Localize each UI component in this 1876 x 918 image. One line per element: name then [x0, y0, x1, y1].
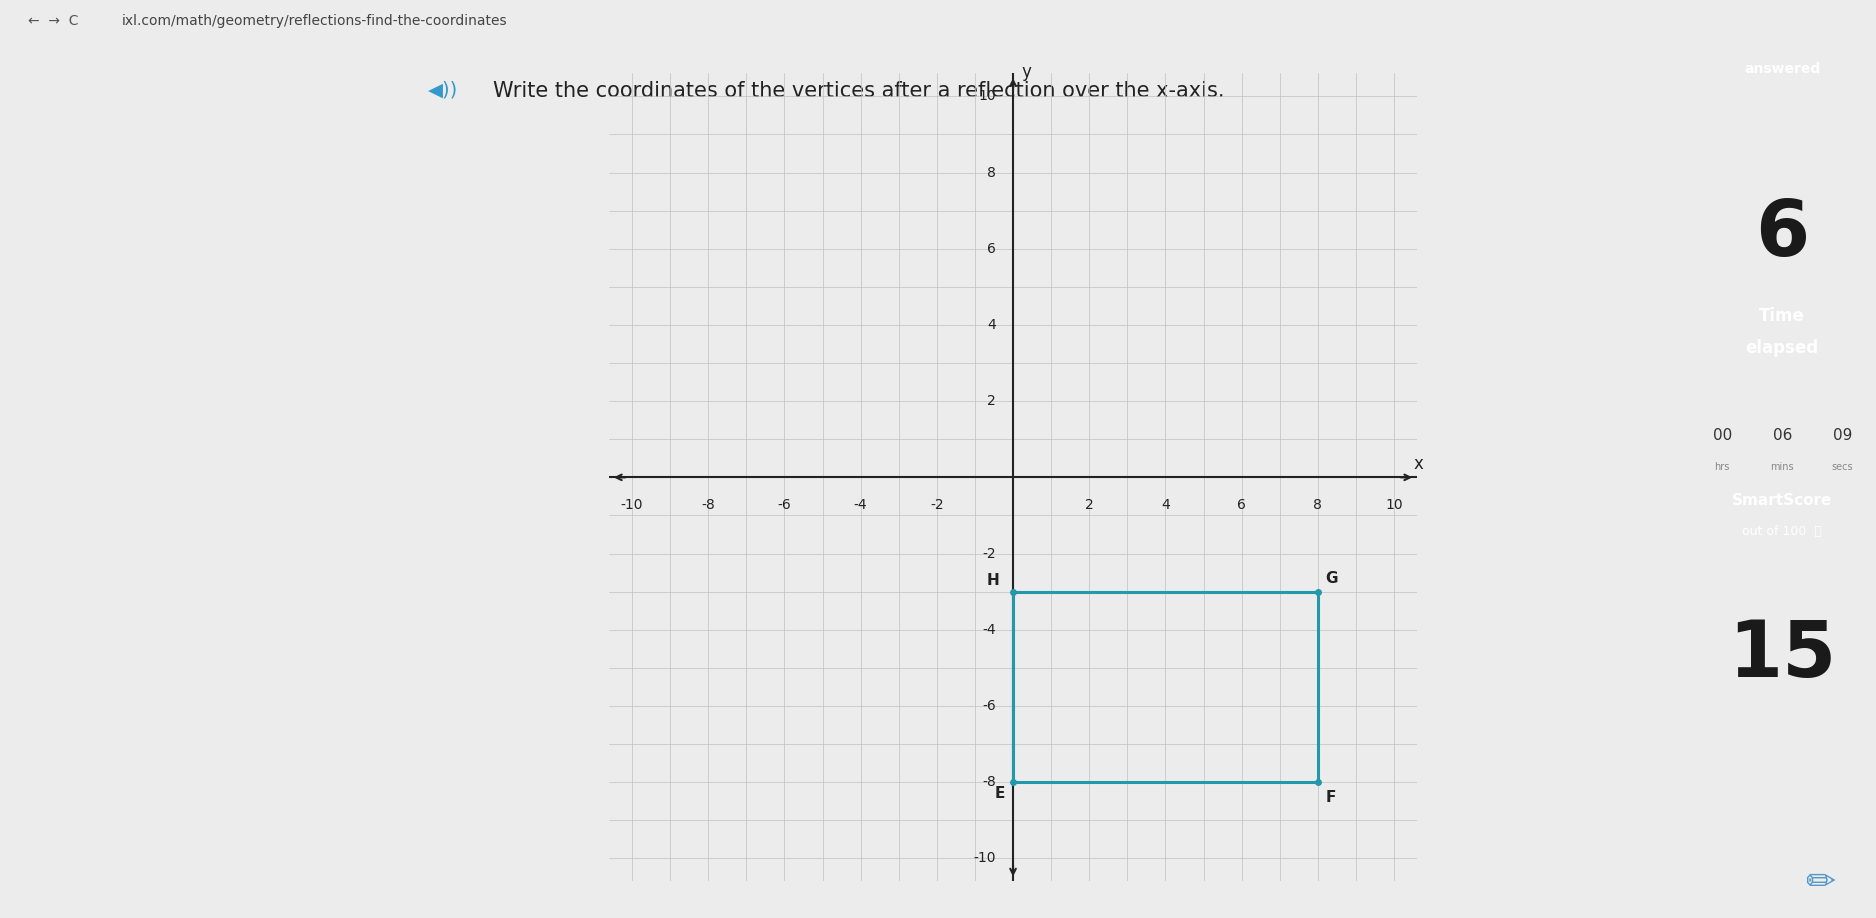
- Text: ✏: ✏: [1805, 866, 1835, 900]
- Text: 15: 15: [1728, 617, 1837, 693]
- Text: 06: 06: [1773, 429, 1792, 443]
- Text: -2: -2: [983, 546, 996, 561]
- Text: -8: -8: [702, 498, 715, 512]
- Text: 00: 00: [1713, 429, 1732, 443]
- Text: secs: secs: [1831, 462, 1853, 472]
- Text: 8: 8: [1313, 498, 1323, 512]
- Text: mins: mins: [1771, 462, 1793, 472]
- Text: Write the coordinates of the vertices after a reflection over the x-axis.: Write the coordinates of the vertices af…: [493, 81, 1225, 101]
- Text: -2: -2: [930, 498, 944, 512]
- Text: -4: -4: [854, 498, 867, 512]
- Text: E: E: [994, 786, 1006, 801]
- Text: F: F: [1326, 789, 1336, 805]
- Text: ◀)): ◀)): [428, 81, 458, 100]
- Text: 4: 4: [1161, 498, 1171, 512]
- Text: x: x: [1415, 455, 1424, 473]
- Text: ←  →  C: ← → C: [28, 14, 79, 28]
- Text: -8: -8: [983, 775, 996, 789]
- Text: elapsed: elapsed: [1747, 339, 1818, 357]
- Text: G: G: [1326, 571, 1338, 586]
- Text: 6: 6: [1756, 196, 1808, 272]
- Text: -6: -6: [777, 498, 792, 512]
- Text: out of 100  ⓘ: out of 100 ⓘ: [1743, 525, 1822, 538]
- Text: Time: Time: [1760, 308, 1805, 326]
- Text: 09: 09: [1833, 429, 1852, 443]
- Text: 6: 6: [1238, 498, 1246, 512]
- Text: 10: 10: [977, 89, 996, 104]
- Text: -4: -4: [983, 622, 996, 637]
- Text: 10: 10: [1384, 498, 1403, 512]
- Text: 8: 8: [987, 165, 996, 180]
- Text: -6: -6: [983, 699, 996, 713]
- Text: ixl.com/math/geometry/reflections-find-the-coordinates: ixl.com/math/geometry/reflections-find-t…: [122, 14, 508, 28]
- Text: H: H: [987, 573, 1000, 588]
- Text: hrs: hrs: [1715, 462, 1730, 472]
- Text: y: y: [1021, 62, 1032, 81]
- Text: 2: 2: [987, 394, 996, 409]
- Text: 4: 4: [987, 318, 996, 332]
- Text: 6: 6: [987, 241, 996, 256]
- Text: 2: 2: [1084, 498, 1094, 512]
- Text: answered: answered: [1745, 62, 1820, 76]
- Text: SmartScore: SmartScore: [1732, 493, 1833, 508]
- Text: -10: -10: [974, 851, 996, 866]
- Text: -10: -10: [621, 498, 643, 512]
